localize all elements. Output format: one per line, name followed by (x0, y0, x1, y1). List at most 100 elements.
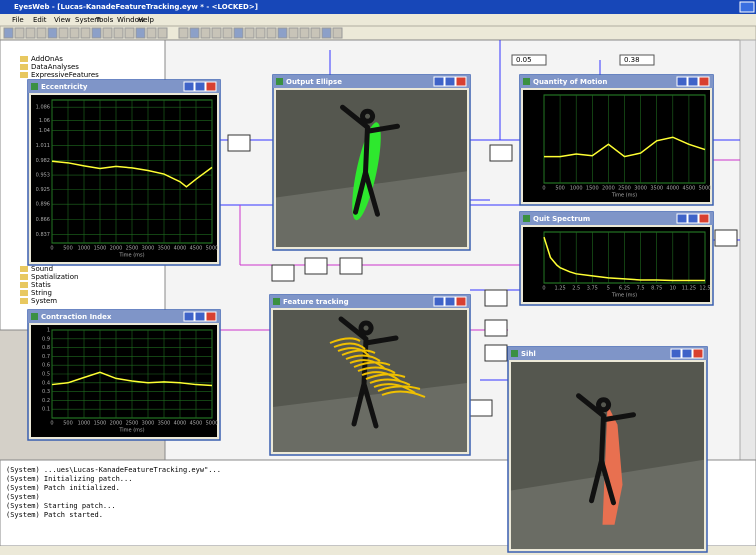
patch-block[interactable] (227, 134, 251, 152)
menu-item[interactable]: Edit (33, 16, 47, 24)
toolbar-button[interactable] (124, 27, 135, 39)
toolbar-button[interactable] (178, 27, 189, 39)
window-icon (511, 350, 518, 357)
track-trail (381, 390, 426, 398)
patch-block[interactable] (484, 289, 508, 307)
toolbar-button[interactable] (14, 27, 25, 39)
toolbar-button[interactable] (321, 27, 332, 39)
window-button[interactable] (194, 81, 206, 92)
toolbar-button[interactable] (189, 27, 200, 39)
tree-item[interactable]: DataAnalyses (31, 63, 79, 71)
toolbar-button[interactable] (244, 27, 255, 39)
window-button[interactable] (183, 81, 195, 92)
toolbar-button[interactable] (58, 27, 69, 39)
menu-item[interactable]: View (54, 16, 71, 24)
patch-block[interactable] (714, 229, 738, 247)
window-title-bar (28, 80, 220, 93)
toolbar-button[interactable] (332, 27, 343, 39)
window-button[interactable] (455, 76, 467, 87)
y-tick-label: 0.7 (42, 354, 50, 360)
toolbar-button[interactable] (80, 27, 91, 39)
toolbar-button[interactable] (157, 27, 168, 39)
x-tick-label: 4000 (666, 186, 679, 192)
window-button[interactable] (676, 76, 688, 87)
patch-block[interactable] (304, 257, 328, 275)
window-button[interactable] (444, 296, 456, 307)
toolbar-button[interactable] (277, 27, 288, 39)
toolbar-button[interactable] (288, 27, 299, 39)
toolbar-button[interactable] (146, 27, 157, 39)
scrollbar[interactable] (739, 39, 756, 461)
number-field[interactable] (619, 54, 655, 66)
toolbar-button[interactable] (299, 27, 310, 39)
toolbar-button[interactable] (36, 27, 47, 39)
window-button[interactable] (194, 311, 206, 322)
window-button[interactable] (183, 311, 195, 322)
y-tick-label: 0.5 (42, 372, 50, 378)
tree-item[interactable]: Sound (31, 265, 53, 273)
patch-block[interactable] (469, 399, 493, 417)
menu-item[interactable]: File (12, 16, 24, 24)
window-button[interactable] (670, 348, 682, 359)
tree-item[interactable]: System (31, 297, 57, 305)
window-button[interactable] (687, 213, 699, 224)
data-line (544, 136, 706, 158)
window-button[interactable] (433, 76, 445, 87)
window-controls[interactable] (739, 1, 755, 13)
window-icon (31, 313, 38, 320)
menu-item[interactable]: Window (117, 16, 145, 24)
tree-item[interactable]: ExpressiveFeatures (31, 71, 99, 79)
window-button[interactable] (205, 81, 217, 92)
toolbar-button[interactable] (233, 27, 244, 39)
menu-item[interactable]: System (75, 16, 101, 24)
toolbar-button[interactable] (25, 27, 36, 39)
tree-item[interactable]: Spatialization (31, 273, 78, 281)
patch-block[interactable] (484, 344, 508, 362)
x-tick-label: 11.25 (682, 286, 696, 292)
window-icon (523, 215, 530, 222)
toolbar-button[interactable] (102, 27, 113, 39)
x-axis-label: Time (ms) (611, 293, 637, 299)
window-button[interactable] (433, 296, 445, 307)
tree-item[interactable]: String (31, 289, 52, 297)
window-button[interactable] (698, 76, 710, 87)
window-button[interactable] (455, 296, 467, 307)
window-title: Quantity of Motion (533, 78, 607, 86)
menu-item[interactable]: Tools (95, 16, 114, 24)
toolbar-button[interactable] (211, 27, 222, 39)
toolbar-button[interactable] (266, 27, 277, 39)
window-button[interactable] (444, 76, 456, 87)
number-field[interactable] (511, 54, 547, 66)
x-tick-label: 0 (50, 421, 53, 427)
toolbar-button[interactable] (91, 27, 102, 39)
folder-icon (20, 282, 28, 288)
window-button[interactable] (698, 213, 710, 224)
patch-block[interactable] (484, 319, 508, 337)
console-line: (System) Patch started. (6, 511, 103, 519)
window-button[interactable] (676, 213, 688, 224)
toolbar-button[interactable] (113, 27, 124, 39)
toolbar-button[interactable] (47, 27, 58, 39)
patch-block[interactable] (271, 264, 295, 282)
window-button[interactable] (687, 76, 699, 87)
tree-item[interactable]: Statis (31, 281, 51, 289)
toolbar-button[interactable] (255, 27, 266, 39)
window-button[interactable] (681, 348, 693, 359)
patch-block[interactable] (339, 257, 363, 275)
x-tick-label: 6.25 (619, 286, 630, 292)
toolbar-button[interactable] (200, 27, 211, 39)
x-tick-label: 2000 (110, 421, 123, 427)
toolbar-button[interactable] (69, 27, 80, 39)
menu-item[interactable]: Help (138, 16, 155, 24)
tree-item[interactable]: AddOnAs (31, 55, 63, 63)
folder-icon (20, 72, 28, 78)
window-button[interactable] (692, 348, 704, 359)
plot-area (523, 227, 710, 302)
toolbar-button[interactable] (3, 27, 14, 39)
patch-block[interactable] (489, 144, 513, 162)
toolbar-button[interactable] (310, 27, 321, 39)
toolbar-button[interactable] (222, 27, 233, 39)
window-button[interactable] (205, 311, 217, 322)
x-tick-label: 500 (555, 186, 565, 192)
toolbar-button[interactable] (135, 27, 146, 39)
